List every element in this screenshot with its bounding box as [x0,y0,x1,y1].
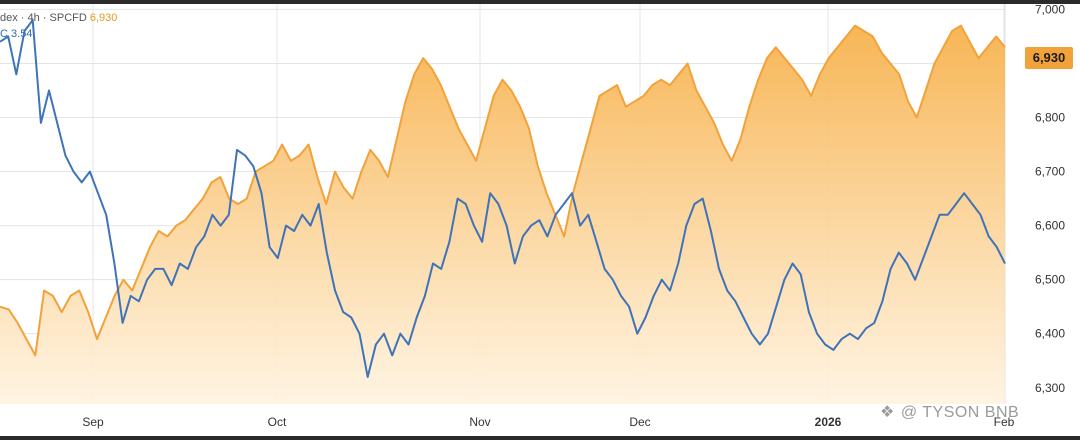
x-tick-label: Dec [629,415,650,429]
index-series-line[interactable] [0,24,1006,357]
comparison-series-line[interactable] [0,19,1006,378]
legend-symbol-label: dex · 4h · SPCFD [0,12,87,24]
chart-area[interactable]: 7,0006,9006,8006,7006,6006,5006,4006,300… [0,4,1080,436]
x-tick-label: Feb [994,415,1015,429]
y-tick-label: 6,600 [1035,219,1065,233]
x-tick-label: Oct [268,415,287,429]
watermark: ❖ @ TYSON BNB [880,402,1019,422]
binance-logo-icon: ❖ [880,404,895,421]
legend-row-index: dex · 4h · SPCFD 6,930 [0,10,117,26]
price-chart[interactable]: 7,0006,9006,8006,7006,6006,5006,4006,300… [0,4,1080,436]
y-tick-label: 6,700 [1035,165,1065,179]
y-tick-label: 6,800 [1035,111,1065,125]
y-tick-label: 7,000 [1035,4,1065,16]
x-tick-label: Sep [82,415,104,429]
chart-legend: dex · 4h · SPCFD 6,930 C 3.54 [0,10,117,42]
legend-compare-value: 3.54 [11,28,33,40]
legend-compare-label: C [0,28,8,40]
watermark-text: @ TYSON BNB [900,404,1020,421]
y-tick-label: 6,300 [1035,381,1065,395]
current-price-tag: 6,930 [1025,47,1073,69]
x-tick-label: Nov [469,415,490,429]
legend-row-comparison: C 3.54 [0,26,117,42]
y-tick-label: 6,500 [1035,273,1065,287]
x-tick-label: 2026 [815,415,842,429]
legend-last-value: 6,930 [89,12,118,24]
y-tick-label: 6,400 [1035,327,1065,341]
